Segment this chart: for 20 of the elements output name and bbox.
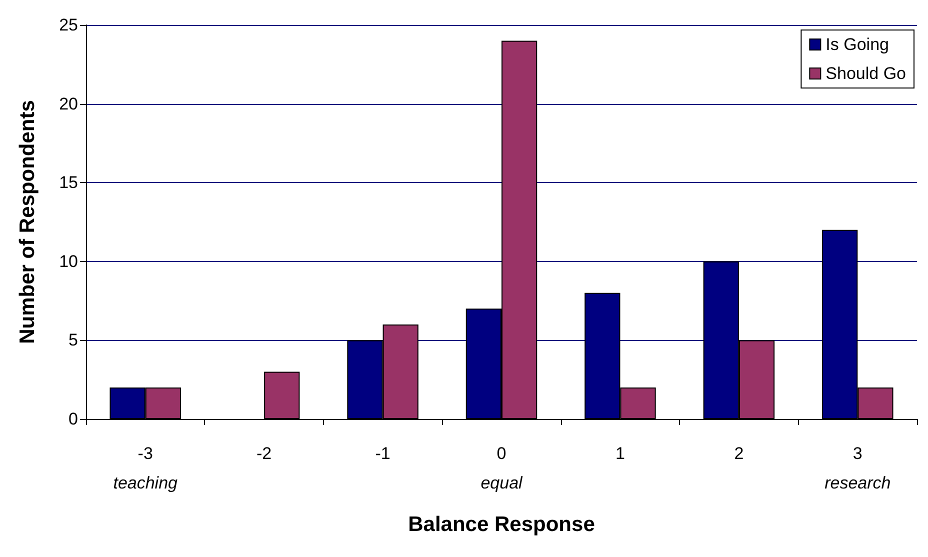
y-tick-label: 0 <box>68 410 78 428</box>
x-tick-label: 3 <box>852 444 862 463</box>
text: teaching <box>113 474 178 492</box>
x-tick-label: -2 <box>256 444 272 463</box>
x-tick-label: 2 <box>734 444 744 463</box>
y-tick-label: 10 <box>59 252 78 271</box>
legend-label: Should Go <box>826 64 906 83</box>
text: research <box>824 474 891 492</box>
x-tick-label: 0 <box>496 444 506 463</box>
y-tick-label: 25 <box>59 16 78 34</box>
x-axis-title: Balance Response <box>408 513 595 536</box>
x-tick-label: 1 <box>615 444 625 463</box>
text: equal <box>480 474 524 492</box>
y-tick-label: 20 <box>59 94 78 114</box>
x-tick-label: -3 <box>138 444 153 463</box>
x-tick-label: -1 <box>375 444 390 463</box>
y-tick-label: 5 <box>68 330 78 350</box>
legend-label: Is Going <box>826 35 889 54</box>
y-axis-title: Number of Respondents <box>16 100 39 344</box>
y-tick-label: 15 <box>59 173 78 192</box>
